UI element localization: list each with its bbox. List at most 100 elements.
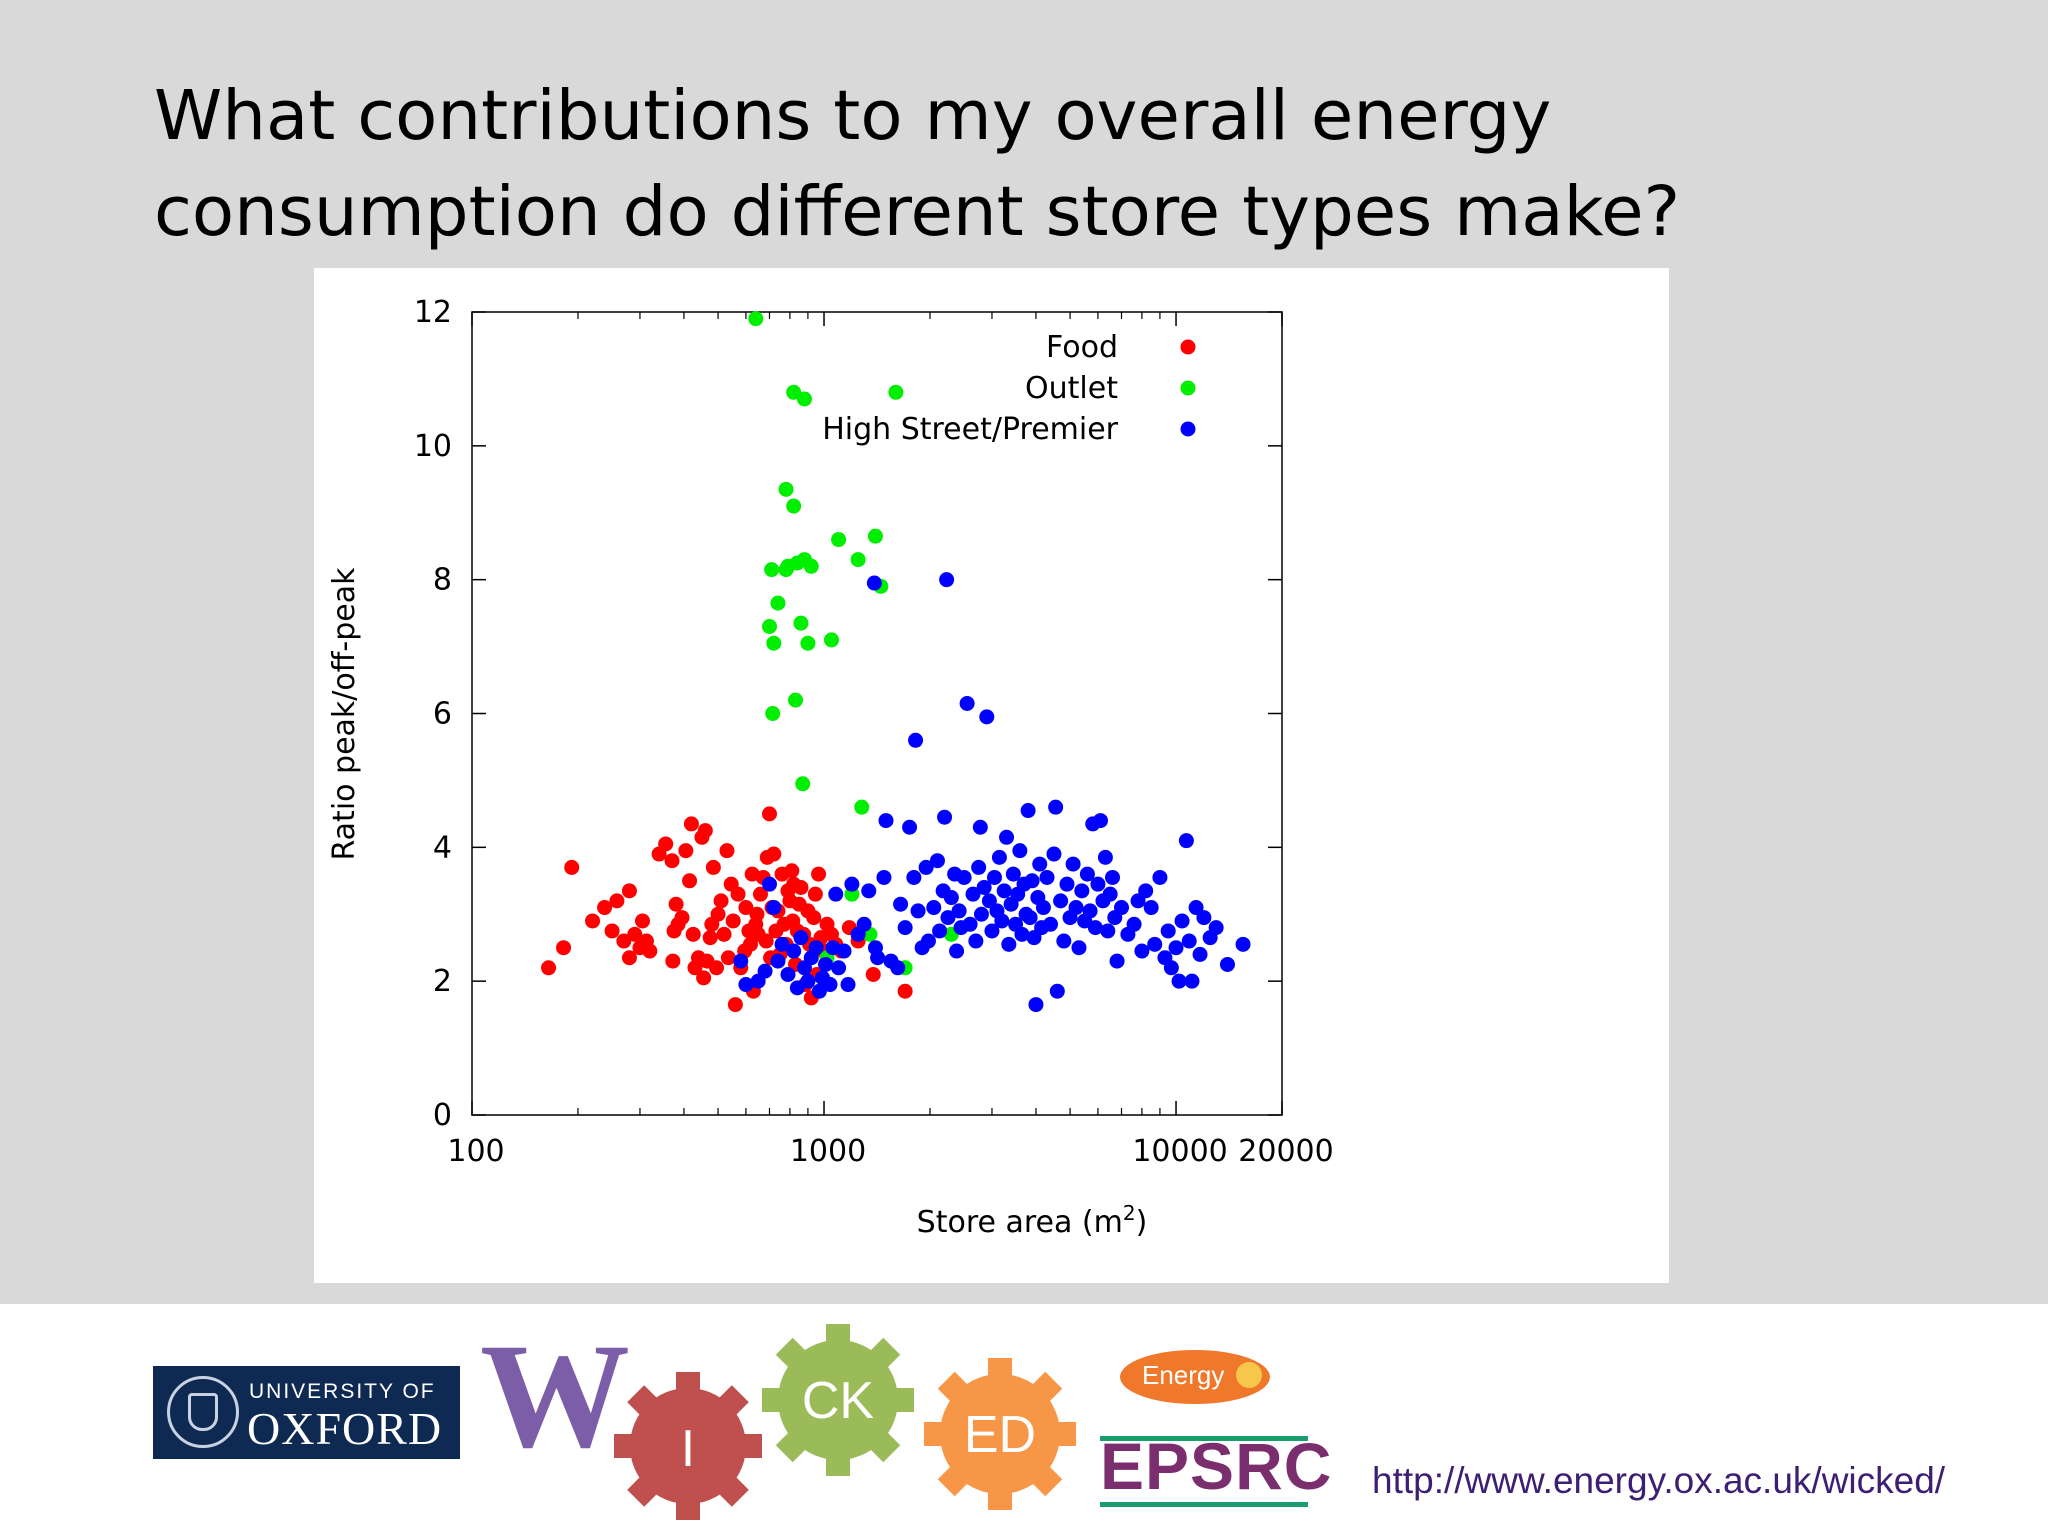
legend-label: Food: [1046, 330, 1118, 365]
data-point: [986, 869, 1002, 885]
data-point: [616, 933, 632, 949]
data-point: [720, 950, 736, 966]
data-point: [733, 953, 749, 969]
data-point: [770, 595, 786, 611]
gear-tooth: [627, 1385, 660, 1418]
data-point: [564, 859, 580, 875]
gear-tooth: [740, 1434, 762, 1458]
data-point: [890, 960, 906, 976]
data-point: [716, 926, 732, 942]
data-point: [1147, 936, 1163, 952]
data-point: [795, 776, 811, 792]
gear-tooth: [937, 1463, 971, 1497]
data-point: [696, 970, 712, 986]
data-point: [800, 973, 816, 989]
sun-icon: [1236, 1362, 1262, 1388]
data-point: [999, 829, 1015, 845]
data-point: [893, 896, 909, 912]
oxford-logo: UNIVERSITY OF OXFORD: [153, 1366, 460, 1459]
data-point: [1053, 893, 1069, 909]
data-point: [1134, 943, 1150, 959]
data-point: [719, 843, 735, 859]
data-point: [908, 732, 924, 748]
data-point: [664, 853, 680, 869]
data-point: [1090, 876, 1106, 892]
wicked-logo: W I CK ED: [480, 1318, 1076, 1520]
epsrc-logo: Energy EPSRC: [1100, 1340, 1331, 1510]
footer-url-link[interactable]: http://www.energy.ox.ac.uk/wicked/: [1372, 1460, 1946, 1501]
data-point: [1097, 849, 1113, 865]
data-point: [658, 836, 674, 852]
data-point: [761, 876, 777, 892]
data-point: [541, 960, 557, 976]
data-point: [897, 920, 913, 936]
data-point: [973, 906, 989, 922]
chart-legend: Food Outlet High Street/Premier: [822, 330, 1196, 447]
data-point: [727, 997, 743, 1013]
data-point: [778, 481, 794, 497]
data-point: [1043, 916, 1059, 932]
data-point: [1188, 900, 1204, 916]
data-point: [1196, 910, 1212, 926]
wicked-logo-i: I: [681, 1420, 695, 1478]
oxford-logo-line1: UNIVERSITY OF: [249, 1380, 436, 1403]
wicked-logo-ck: CK: [802, 1372, 875, 1430]
wicked-logo-ed: ED: [964, 1406, 1036, 1464]
data-point: [836, 943, 852, 959]
data-point: [984, 923, 1000, 939]
data-point: [823, 632, 839, 648]
gear-tooth: [867, 1429, 901, 1463]
data-point: [757, 963, 773, 979]
data-point: [774, 936, 790, 952]
data-point: [1001, 936, 1017, 952]
data-point: [705, 859, 721, 875]
data-point: [1100, 923, 1116, 939]
data-point: [939, 572, 955, 588]
data-point: [697, 823, 713, 839]
data-point: [609, 893, 625, 909]
data-point: [808, 940, 824, 956]
data-point: [597, 900, 613, 916]
data-point: [888, 384, 904, 400]
data-point: [920, 933, 936, 949]
y-tick-label: 8: [433, 563, 452, 598]
chart-axes: 0 2 4 6 8 10 12 100 1000 10000 20000: [414, 295, 1334, 1169]
gear-tooth: [775, 1429, 809, 1463]
data-point: [951, 903, 967, 919]
data-point: [585, 913, 601, 929]
data-point: [976, 879, 992, 895]
data-point: [1012, 843, 1028, 859]
data-point: [1082, 903, 1098, 919]
y-tick-label: 6: [433, 697, 452, 732]
data-point: [972, 819, 988, 835]
data-point: [710, 906, 726, 922]
data-point: [761, 619, 777, 635]
data-point: [870, 950, 886, 966]
data-point: [1152, 869, 1168, 885]
data-point: [678, 843, 694, 859]
data-point: [1014, 926, 1030, 942]
data-point: [702, 930, 718, 946]
data-point: [1024, 873, 1040, 889]
data-point: [959, 695, 975, 711]
data-point: [906, 869, 922, 885]
data-point: [1065, 856, 1081, 872]
data-point: [1102, 886, 1118, 902]
data-point: [867, 528, 883, 544]
legend-marker: [1180, 421, 1196, 437]
data-point: [831, 960, 847, 976]
data-point: [1143, 900, 1159, 916]
data-point: [1092, 813, 1108, 829]
data-point: [780, 966, 796, 982]
data-point: [1219, 956, 1235, 972]
data-point: [556, 940, 572, 956]
data-point: [865, 966, 881, 982]
data-point: [793, 615, 809, 631]
gear-tooth: [614, 1434, 636, 1458]
gear-tooth: [826, 1454, 850, 1476]
data-point: [786, 943, 802, 959]
data-point: [1168, 940, 1184, 956]
data-point: [1028, 997, 1044, 1013]
data-point: [668, 896, 684, 912]
data-point: [766, 635, 782, 651]
